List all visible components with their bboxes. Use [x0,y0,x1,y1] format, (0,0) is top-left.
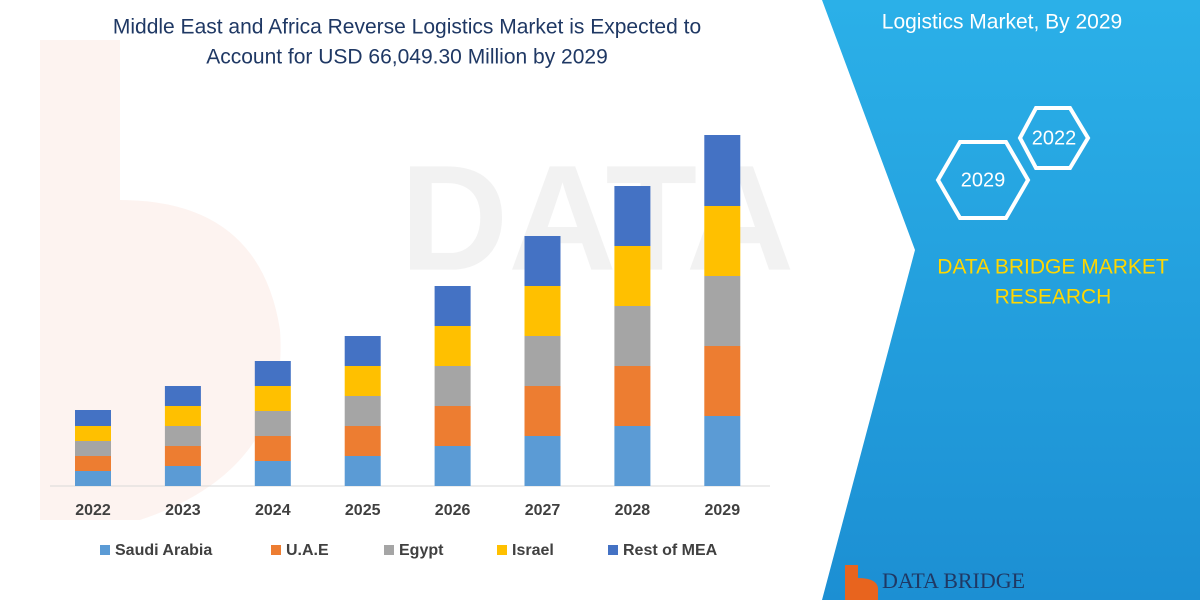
bar-segment [614,366,651,426]
chart-title: Middle East and Africa Reverse Logistics… [113,16,701,39]
bar-segment [164,426,201,446]
panel-title: Logistics Market, By 2029 [882,11,1122,34]
logo-text: DATA BRIDGE [882,568,1025,593]
bar-segment [344,366,381,396]
bar-segment [254,386,291,411]
bar-segment [434,326,471,366]
bar-segment [75,426,111,441]
bar-segment [434,406,471,446]
legend-swatch [497,545,507,555]
legend-label: Egypt [399,542,444,559]
panel-title: Middle East and Africa Reverse [856,0,1149,4]
bar-segment [344,456,381,486]
brand-name: DATA BRIDGE MARKET [937,256,1169,279]
bar-segment [434,286,471,326]
bar-segment [75,441,111,456]
x-tick-label: 2025 [345,502,381,519]
legend-label: Israel [512,542,554,559]
bar-segment [254,436,291,461]
x-tick-label: 2026 [435,502,471,519]
brand-name: RESEARCH [995,286,1112,309]
side-panel [822,0,1200,600]
bar-segment [434,446,471,486]
bar-segment [344,396,381,426]
bar-segment [704,135,741,206]
bar-segment [254,411,291,436]
bar-segment [524,336,561,386]
x-tick-label: 2027 [525,502,561,519]
hexagons [935,106,1091,220]
bar-segment [344,426,381,456]
bar-segment [344,336,381,366]
bar-segment [164,446,201,466]
x-tick-label: 2028 [615,502,651,519]
bar-segment [75,410,111,426]
bar-segment [434,366,471,406]
bar-segment [164,406,201,426]
bar-segment [164,466,201,486]
bar-segment [75,471,111,486]
legend-swatch [271,545,281,555]
bar-segment [75,456,111,471]
legend-swatch [384,545,394,555]
legend-label: U.A.E [286,542,329,559]
x-tick-label: 2023 [165,502,201,519]
bar-segment [524,436,561,486]
bar-segment [704,346,741,416]
bar-segment [614,186,651,246]
bar-segment [704,416,741,486]
bar-segment [524,236,561,286]
watermark: DATA [40,40,794,520]
legend-swatch [100,545,110,555]
bar-segment [704,276,741,346]
x-tick-label: 2024 [255,502,291,519]
bar-segment [524,386,561,436]
x-tick-label: 2022 [75,502,111,519]
chart-title: Account for USD 66,049.30 Million by 202… [206,46,608,69]
bar-segment [254,461,291,486]
legend-label: Saudi Arabia [115,542,212,559]
bar-segment [614,246,651,306]
bar-segment [704,206,741,276]
hexagon-label: 2029 [961,169,1006,191]
bar-segment [164,386,201,406]
hexagon-label: 2022 [1032,127,1077,149]
bar-segment [524,286,561,336]
logo [845,565,879,600]
bar-segment [614,426,651,486]
bar-segment [614,306,651,366]
bar-segment [254,361,291,386]
legend-swatch [608,545,618,555]
legend-label: Rest of MEA [623,542,718,559]
x-tick-label: 2029 [705,502,741,519]
